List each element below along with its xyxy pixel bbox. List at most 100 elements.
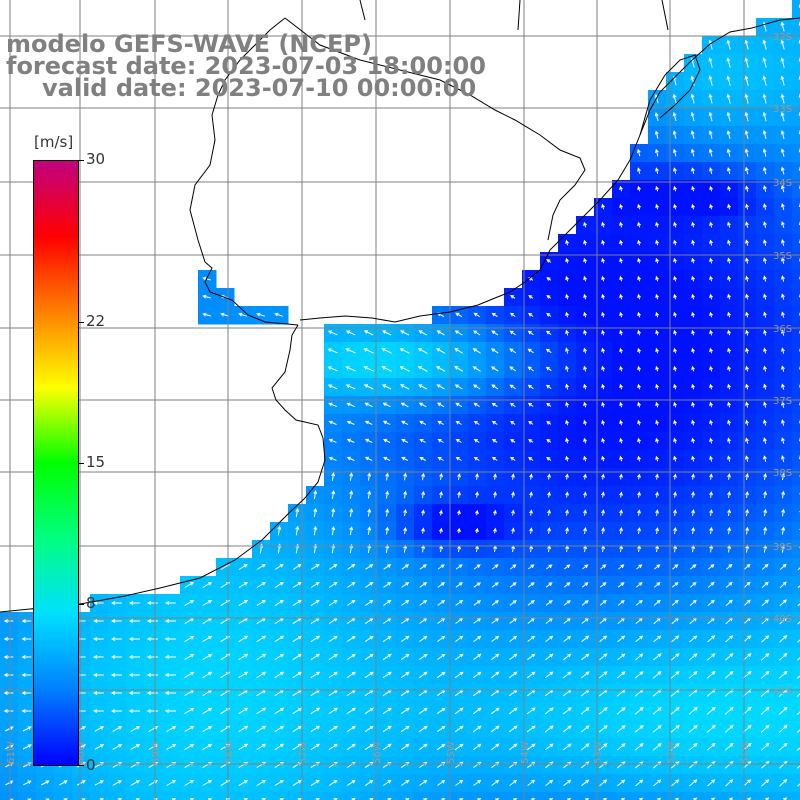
wind-arrow — [364, 671, 374, 679]
wind-arrow — [511, 491, 515, 498]
wind-arrow — [454, 366, 464, 372]
wind-arrow — [238, 599, 249, 607]
wind-arrow — [165, 601, 176, 605]
wind-arrow — [601, 509, 605, 516]
wind-arrow — [529, 473, 533, 480]
wind-arrow — [473, 779, 482, 786]
wind-arrow — [313, 489, 318, 500]
wind-arrow — [653, 582, 661, 588]
wind-arrow — [691, 293, 695, 300]
wind-arrow — [763, 508, 768, 517]
wind-arrow — [691, 203, 695, 210]
wind-arrow — [475, 473, 479, 480]
wind-cell — [558, 792, 577, 800]
wind-arrow — [637, 491, 641, 498]
wind-arrow — [401, 581, 410, 588]
wind-arrow — [508, 743, 518, 751]
wind-arrow — [510, 439, 516, 443]
wind-arrow — [528, 294, 534, 299]
wind-cell — [378, 792, 397, 800]
wind-arrow — [583, 383, 587, 390]
wind-arrow — [399, 348, 410, 354]
wind-arrow — [202, 581, 213, 588]
wind-arrow — [292, 635, 303, 643]
wind-arrow — [673, 401, 677, 408]
wind-arrow — [436, 384, 445, 390]
wind-arrow — [601, 347, 605, 354]
wind-arrow — [745, 185, 749, 192]
wind-arrow — [274, 743, 285, 751]
wind-arrow — [727, 473, 731, 480]
wind-arrow — [745, 437, 749, 444]
wind-arrow — [364, 420, 373, 425]
wind-arrow — [472, 707, 482, 715]
wind-arrow — [383, 599, 392, 606]
wind-arrow — [418, 671, 428, 679]
wind-arrow — [473, 312, 480, 318]
latitude-label: 38S — [773, 468, 792, 479]
wind-arrow — [619, 437, 623, 444]
wind-arrow — [418, 330, 428, 336]
wind-arrow — [688, 743, 698, 751]
wind-arrow — [3, 655, 14, 659]
wind-arrow — [292, 599, 302, 607]
valid-date: valid date: 2023-07-10 00:00:00 — [42, 74, 477, 102]
wind-arrow — [382, 671, 392, 679]
wind-arrow — [780, 184, 785, 193]
wind-arrow — [331, 472, 336, 481]
border-segment — [359, 0, 366, 21]
wind-arrow — [473, 653, 482, 661]
wind-arrow — [708, 57, 713, 68]
wind-arrow — [761, 581, 769, 589]
wind-arrow — [526, 671, 536, 679]
wind-arrow — [345, 366, 356, 372]
wind-arrow — [328, 420, 337, 425]
wind-arrow — [166, 779, 177, 786]
wind-arrow — [797, 603, 800, 607]
wind-arrow — [671, 635, 680, 643]
wind-arrow — [94, 726, 105, 732]
wind-arrow — [709, 365, 713, 372]
wind-arrow — [581, 635, 590, 643]
wind-arrow — [616, 725, 626, 733]
wind-arrow — [583, 239, 587, 246]
wind-arrow — [364, 402, 373, 408]
wind-arrow — [110, 691, 122, 695]
wind-arrow — [781, 437, 785, 444]
wind-arrow — [780, 75, 785, 86]
longitude-label: 58W — [224, 741, 235, 764]
wind-arrow — [673, 509, 677, 516]
wind-arrow — [545, 635, 554, 642]
wind-cell — [792, 90, 800, 109]
wind-arrow — [655, 293, 659, 300]
wind-arrow — [328, 707, 338, 715]
wind-arrow — [673, 167, 677, 174]
wind-arrow — [472, 366, 481, 372]
wind-arrow — [562, 707, 572, 715]
wind-arrow — [135, 798, 141, 800]
wind-arrow — [382, 653, 392, 661]
wind-arrow — [189, 797, 195, 800]
wind-arrow — [583, 329, 587, 336]
wind-arrow — [637, 257, 641, 264]
wind-arrow — [763, 257, 767, 264]
wind-arrow — [619, 293, 623, 300]
wind-arrow — [619, 401, 623, 408]
wind-arrow — [385, 508, 390, 517]
wind-cell — [504, 792, 523, 800]
wind-arrow — [546, 294, 552, 299]
wind-arrow — [616, 743, 626, 751]
wind-arrow — [437, 582, 446, 588]
wind-arrow — [583, 473, 587, 480]
wind-arrow — [546, 456, 552, 461]
wind-arrow — [546, 420, 552, 425]
wind-arrow — [743, 563, 751, 570]
wind-cell — [792, 180, 800, 199]
wind-arrow — [634, 725, 644, 733]
wind-arrow — [274, 653, 285, 661]
wind-arrow — [619, 455, 623, 462]
wind-arrow — [423, 798, 428, 800]
wind-arrow — [297, 797, 302, 800]
wind-arrow — [691, 167, 695, 174]
wind-arrow — [93, 637, 104, 641]
